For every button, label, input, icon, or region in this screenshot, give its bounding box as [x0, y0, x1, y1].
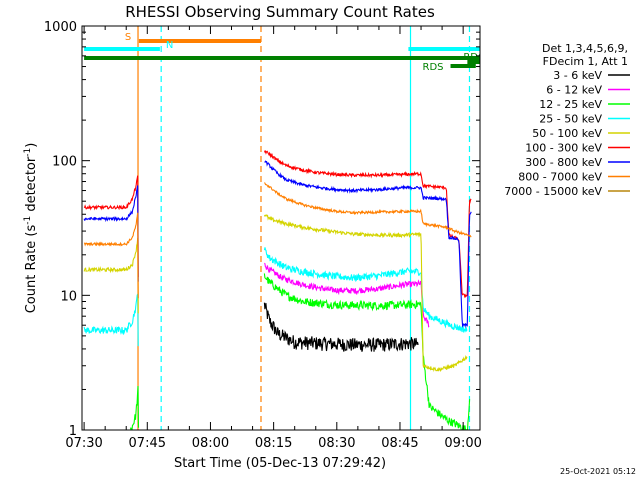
x-tick-label: 08:00 — [192, 436, 229, 451]
y-tick-label: 100 — [52, 155, 77, 170]
legend-entry-label: 25 - 50 keV — [539, 113, 602, 126]
x-tick-label: 08:45 — [381, 436, 418, 451]
y-axis-label-part-2: detector — [24, 156, 39, 216]
plot-clipped: S N RDS RDO — [83, 26, 486, 430]
legend-header-line: Det 1,3,4,5,6,9, — [542, 42, 628, 55]
flag-label-s: S — [125, 32, 131, 43]
series-line-6-12-kev — [264, 262, 430, 328]
y-tick-label: 1 — [69, 424, 77, 439]
y-axis-label-part-1: Count Rate (s — [24, 225, 39, 314]
legend-entry-label: 7000 - 15000 keV — [504, 185, 602, 198]
y-axis-label: Count Rate (s-1 detector-1) — [23, 143, 39, 314]
x-tick-label: 07:45 — [129, 436, 166, 451]
series-line-3-6-kev — [263, 302, 419, 352]
legend: Det 1,3,4,5,6,9,FDecim 1, Att 13 - 6 keV… — [504, 42, 630, 198]
series-line-800-7000-kev — [83, 182, 472, 299]
legend-entry-label: 12 - 25 keV — [539, 98, 602, 111]
plot-border — [81, 25, 481, 431]
flag-label-n: N — [166, 40, 173, 51]
series-line-25-50-kev — [83, 247, 468, 347]
plot-area: S N RDS RDO — [83, 26, 486, 430]
flag-label-rdo: RDO — [463, 52, 486, 63]
legend-entry-label: 300 - 800 keV — [525, 156, 602, 169]
legend-entry-label: 3 - 6 keV — [553, 69, 602, 82]
legend-entry-label: 6 - 12 keV — [546, 84, 602, 97]
series-line-50-100-kev — [83, 214, 468, 372]
x-tick-label: 09:00 — [444, 436, 481, 451]
series-line-12-25-kev — [129, 273, 471, 430]
legend-entry-label: 800 - 7000 keV — [518, 171, 602, 184]
x-tick-label: 07:30 — [65, 436, 102, 451]
x-tick-label: 08:30 — [318, 436, 355, 451]
x-axis-label: Start Time (05-Dec-13 07:29:42) — [174, 456, 386, 471]
chart-title: RHESSI Observing Summary Count Rates — [125, 3, 435, 21]
legend-entry-label: 50 - 100 keV — [532, 127, 602, 140]
series-line-300-800-kev — [83, 160, 472, 329]
y-tick-label: 10 — [60, 289, 77, 304]
flag-label-rds: RDS — [423, 62, 444, 73]
series-line-100-300-kev — [83, 150, 472, 299]
x-tick-label: 08:15 — [255, 436, 292, 451]
plot-frame: 07:30 07:45 08:00 08:15 08:30 08:45 09:00 1 10 10… — [44, 20, 482, 451]
y-tick-label: 1000 — [44, 20, 77, 35]
legend-header-line: FDecim 1, Att 1 — [543, 55, 628, 68]
timestamp: 25-Oct-2021 05:12 — [560, 467, 636, 476]
legend-entry-label: 100 - 300 keV — [525, 142, 602, 155]
y-axis-label-part-3: ) — [24, 143, 39, 148]
y-axis-label-sup-2: -1 — [23, 148, 33, 157]
y-axis-label-sup-1: -1 — [23, 216, 33, 225]
